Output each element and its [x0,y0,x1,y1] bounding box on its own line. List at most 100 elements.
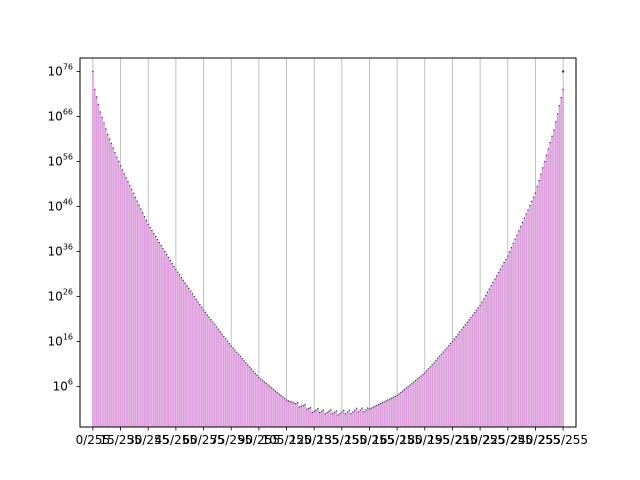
bar-65 [211,322,214,427]
bar-cap-14 [118,160,120,163]
bar-98 [272,389,275,427]
bar-205 [470,317,472,427]
bar-114 [302,405,304,427]
x-tick-label-13: 195/255 [428,433,478,447]
bar-cap-31 [149,226,151,229]
bar-185 [433,362,435,427]
bar-178 [420,376,422,427]
bar-83 [245,362,247,427]
bar-cap-11 [112,147,114,149]
bar-cap-38 [162,247,164,250]
bar-54 [191,293,194,427]
bar-122 [317,408,319,427]
bar-206 [471,315,474,427]
bar-104 [283,398,286,427]
bar-220 [497,272,500,427]
bar-cap-160 [387,399,389,401]
bar-17 [123,173,126,427]
bar-cap-25 [138,204,140,206]
bar-cap-77 [234,349,236,351]
bar-237 [529,205,531,427]
bar-81 [241,358,244,427]
bar-cap-211 [481,301,483,303]
bar-cap-104 [284,397,286,400]
bar-cap-153 [374,405,376,407]
bar-219 [495,275,498,427]
bar-35 [156,239,159,427]
bar-218 [494,279,496,427]
bar-251 [554,121,557,428]
bar-79 [237,354,240,427]
bar-cap-231 [518,230,520,232]
bar-246 [545,155,548,427]
bar-32 [151,230,153,427]
bar-cap-192 [446,347,448,349]
bar-39 [163,251,166,427]
bar-cap-173 [411,382,413,385]
bar-cap-221 [499,268,502,270]
bar-166 [398,394,400,427]
bar-199 [459,331,461,427]
bar-cap-22 [132,192,135,194]
bar-209 [477,307,480,427]
bar-cap-35 [156,238,159,241]
bar-236 [527,209,529,427]
bar-132 [335,410,338,427]
bar-cap-210 [479,304,481,307]
bar-139 [348,410,351,427]
bar-cap-45 [175,268,177,271]
bar-33 [152,233,155,427]
bar-130 [331,413,334,427]
bar-19 [127,181,129,427]
bar-50 [184,283,186,427]
bar-cap-147 [363,411,365,413]
bar-135 [340,412,343,427]
bar-cap-47 [178,274,181,276]
bar-cap-90 [258,376,260,379]
bar-cap-150 [368,408,371,410]
bar-cap-190 [442,351,444,353]
bar-46 [176,272,179,427]
bar-73 [226,341,229,427]
x-tick-label-3: 45/255 [155,433,197,447]
bar-137 [344,413,347,427]
bar-cap-102 [280,394,282,397]
bar-cap-105 [285,399,288,401]
bar-cap-199 [459,331,461,333]
bar-cap-138 [346,411,348,413]
bar-93 [263,382,266,427]
bar-228 [512,243,515,427]
bar-121 [315,410,317,427]
bar-96 [269,386,271,427]
bar-cap-186 [435,359,437,361]
x-tick-label-11: 165/255 [372,433,422,447]
bar-cap-119 [311,411,313,413]
bar-252 [556,113,559,428]
bar-167 [400,392,402,427]
bar-cap-52 [188,287,190,289]
bar-118 [309,407,312,427]
bar-176 [416,379,419,427]
bar-cap-240 [534,192,537,194]
bar-41 [167,257,170,427]
bar-70 [221,334,223,427]
bar-cap-113 [300,405,302,407]
bar-cap-216 [490,285,492,287]
bar-12 [114,152,116,427]
bar-cap-133 [337,414,339,416]
bar-179 [422,374,424,427]
bar-cap-118 [309,407,312,409]
bar-164 [394,396,397,427]
bar-53 [189,291,192,427]
bar-cap-222 [501,265,503,267]
bar-cap-146 [361,407,363,409]
bar-cap-72 [225,338,227,340]
bar-95 [267,385,269,427]
bar-153 [374,406,376,427]
bar-cap-126 [324,413,326,415]
x-tick-label-1: 15/255 [99,433,141,447]
bar-22 [132,193,135,427]
bar-cap-170 [405,387,407,389]
bar-cap-88 [254,372,256,374]
bar-49 [182,280,185,427]
